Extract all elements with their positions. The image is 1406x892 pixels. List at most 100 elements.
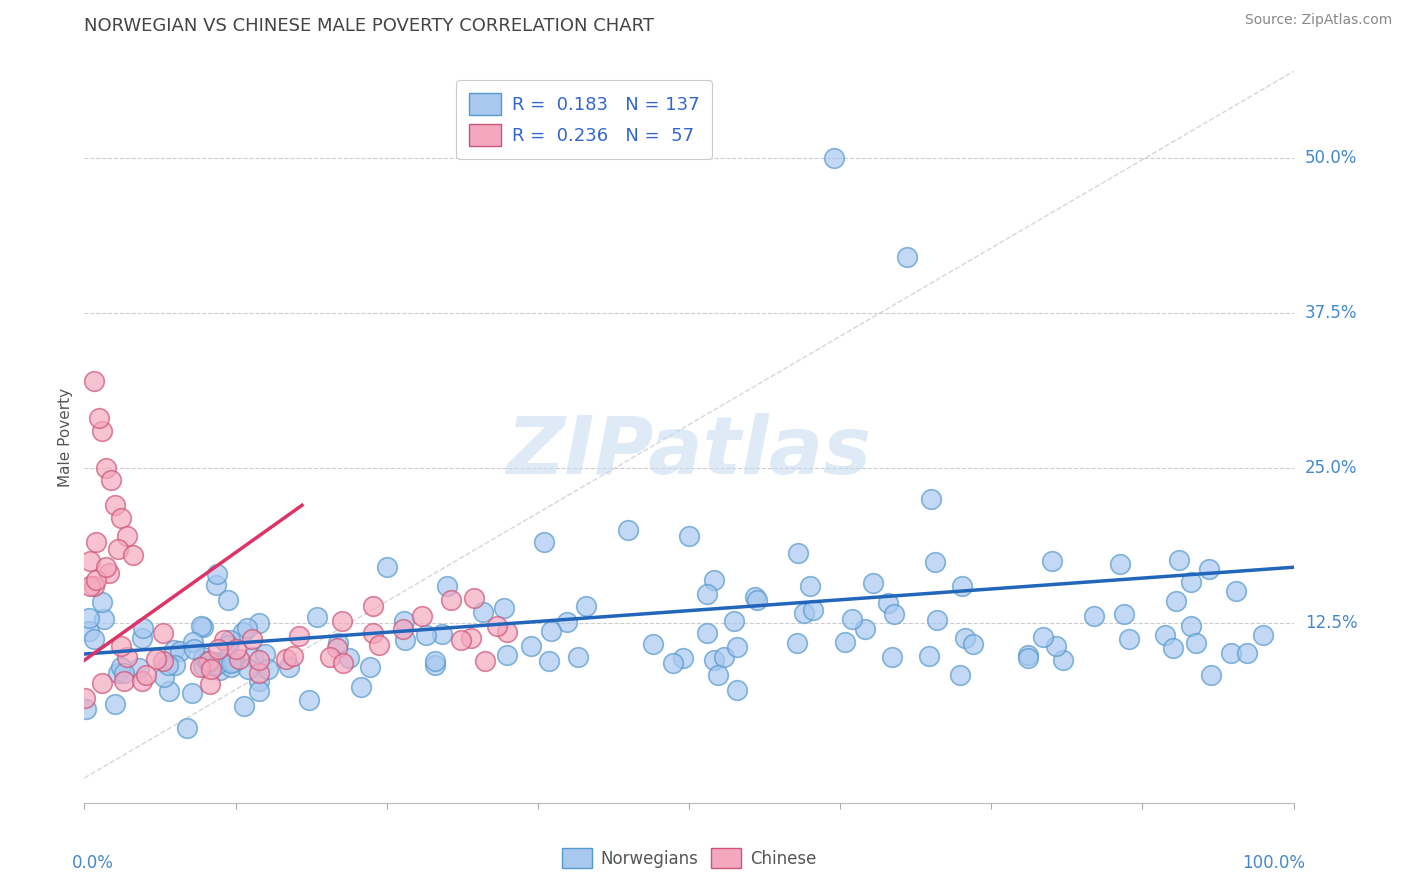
- Point: [135, 667, 157, 681]
- Point: [862, 576, 884, 591]
- Point: [93, 612, 115, 626]
- Point: [169, 644, 191, 658]
- Point: [423, 654, 446, 668]
- Point: [725, 640, 748, 654]
- Point: [394, 633, 416, 648]
- Point: [955, 632, 977, 646]
- Point: [247, 665, 270, 680]
- Point: [793, 606, 815, 620]
- Point: [274, 652, 297, 666]
- Point: [1225, 584, 1247, 599]
- Point: [375, 560, 398, 574]
- Point: [494, 601, 516, 615]
- Point: [703, 573, 725, 587]
- Point: [157, 658, 180, 673]
- Point: [235, 621, 257, 635]
- Text: 50.0%: 50.0%: [1305, 149, 1357, 167]
- Point: [104, 697, 127, 711]
- Text: 12.5%: 12.5%: [1305, 614, 1357, 632]
- Point: [1083, 608, 1105, 623]
- Point: [472, 605, 495, 619]
- Point: [1251, 627, 1274, 641]
- Point: [520, 639, 543, 653]
- Point: [415, 628, 437, 642]
- Point: [87, 411, 110, 425]
- Point: [217, 638, 239, 652]
- Point: [191, 649, 214, 664]
- Point: [1236, 647, 1258, 661]
- Point: [496, 624, 519, 639]
- Point: [77, 624, 100, 638]
- Point: [337, 651, 360, 665]
- Point: [368, 638, 391, 652]
- Legend: Norwegians, Chinese: Norwegians, Chinese: [555, 841, 823, 875]
- Point: [204, 578, 226, 592]
- Point: [217, 592, 239, 607]
- Point: [361, 599, 384, 613]
- Point: [281, 649, 304, 664]
- Point: [841, 612, 863, 626]
- Point: [247, 653, 270, 667]
- Point: [207, 641, 229, 656]
- Point: [205, 657, 228, 672]
- Text: ZIPatlas: ZIPatlas: [506, 413, 872, 491]
- Point: [555, 615, 578, 629]
- Point: [706, 667, 728, 681]
- Point: [132, 621, 155, 635]
- Point: [1198, 562, 1220, 576]
- Point: [112, 674, 135, 689]
- Point: [128, 661, 150, 675]
- Point: [925, 613, 948, 627]
- Point: [110, 660, 132, 674]
- Point: [153, 670, 176, 684]
- Point: [747, 593, 769, 607]
- Point: [319, 650, 342, 665]
- Point: [83, 374, 105, 388]
- Point: [219, 659, 242, 673]
- Point: [949, 667, 972, 681]
- Point: [91, 424, 114, 438]
- Point: [786, 636, 808, 650]
- Point: [121, 548, 143, 562]
- Point: [77, 611, 100, 625]
- Point: [195, 654, 218, 668]
- Point: [221, 656, 243, 670]
- Point: [1180, 574, 1202, 589]
- Point: [834, 635, 856, 649]
- Point: [703, 653, 725, 667]
- Point: [423, 657, 446, 672]
- Point: [920, 491, 942, 506]
- Point: [896, 250, 918, 264]
- Point: [228, 652, 250, 666]
- Point: [240, 632, 263, 646]
- Point: [152, 654, 174, 668]
- Point: [1017, 650, 1039, 665]
- Point: [94, 560, 117, 574]
- Point: [349, 680, 371, 694]
- Point: [725, 683, 748, 698]
- Point: [107, 541, 129, 556]
- Point: [190, 619, 212, 633]
- Point: [79, 579, 101, 593]
- Point: [486, 619, 509, 633]
- Point: [176, 722, 198, 736]
- Point: [225, 641, 247, 656]
- Text: 37.5%: 37.5%: [1305, 304, 1357, 322]
- Point: [181, 686, 204, 700]
- Point: [198, 654, 221, 668]
- Point: [253, 648, 276, 662]
- Point: [208, 663, 231, 677]
- Point: [359, 660, 381, 674]
- Y-axis label: Male Poverty: Male Poverty: [58, 387, 73, 487]
- Point: [165, 657, 187, 672]
- Point: [1052, 653, 1074, 667]
- Point: [145, 651, 167, 665]
- Point: [575, 599, 598, 614]
- Point: [110, 639, 132, 653]
- Point: [1017, 648, 1039, 663]
- Point: [1199, 668, 1222, 682]
- Point: [1118, 632, 1140, 647]
- Point: [247, 683, 270, 698]
- Point: [1167, 553, 1189, 567]
- Text: NORWEGIAN VS CHINESE MALE POVERTY CORRELATION CHART: NORWEGIAN VS CHINESE MALE POVERTY CORREL…: [84, 17, 654, 35]
